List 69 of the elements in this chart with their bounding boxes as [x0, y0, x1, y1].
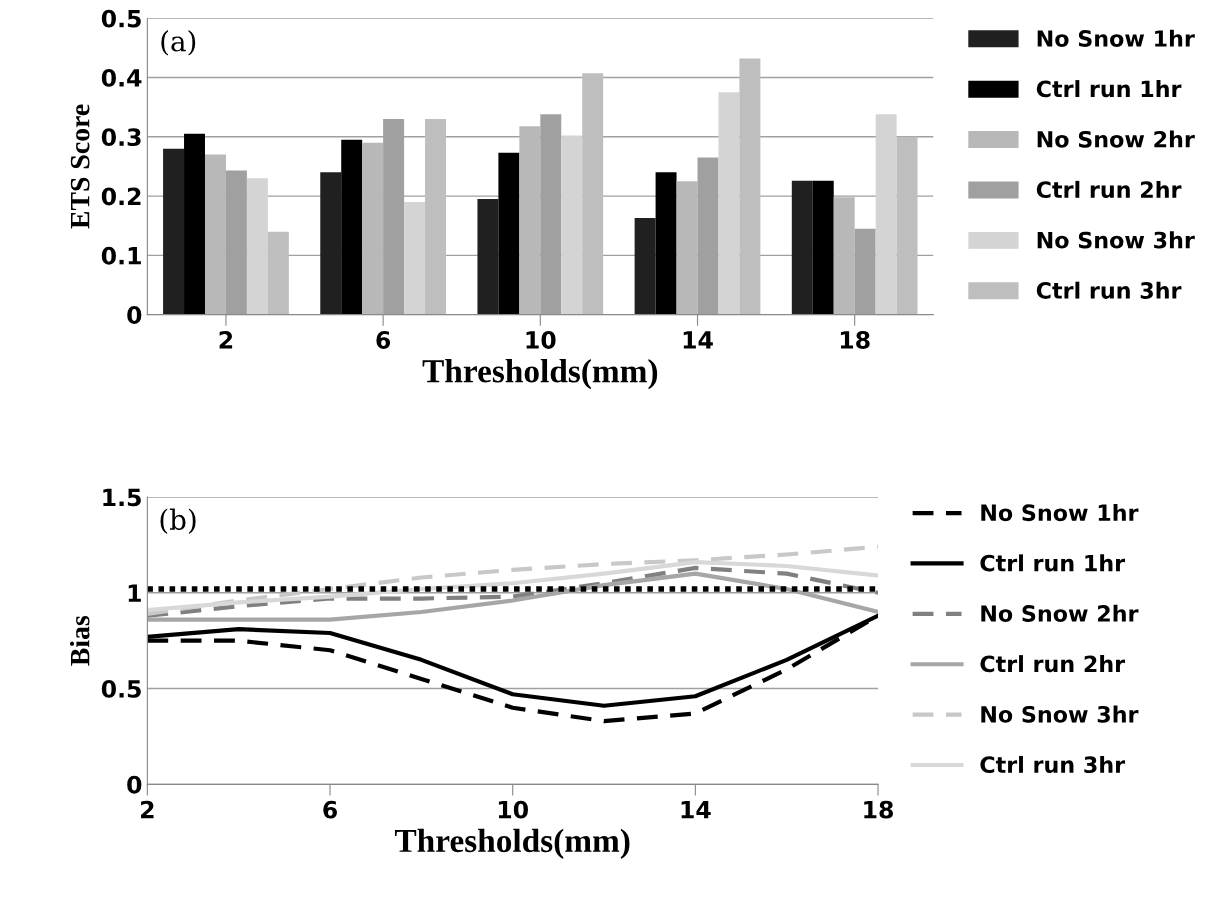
bar: [498, 152, 520, 315]
bar: [634, 218, 656, 315]
y-tick-label: 0: [127, 775, 142, 794]
bar: [341, 139, 363, 315]
y-tick-label: 1.5: [103, 488, 141, 507]
bar: [163, 148, 185, 315]
y-tick-label: 0.4: [101, 68, 142, 87]
bar: [540, 114, 562, 315]
bar: [739, 58, 761, 315]
bar: [425, 119, 447, 315]
y-tick-label: 0.5: [101, 680, 141, 698]
bar: [561, 135, 583, 315]
annotation: (a): [161, 30, 196, 56]
bar: [896, 136, 918, 315]
x-tick-label: 14: [683, 331, 713, 349]
annotation: (b): [160, 508, 196, 534]
bar: [519, 126, 541, 315]
bar: [204, 154, 226, 315]
legend-label: No Snow 2hr: [981, 604, 1139, 622]
bar: [267, 231, 289, 315]
bar: [184, 133, 205, 315]
legend-label: No Snow 3hr: [981, 705, 1139, 723]
legend-label: Ctrl run 2hr: [980, 655, 1126, 673]
bar: [875, 114, 897, 315]
y-tick-label: 0.3: [101, 128, 141, 147]
y-tick-label: 0: [127, 306, 142, 324]
legend-label: No Snow 1hr: [1037, 29, 1195, 47]
legend-label: Ctrl run 3hr: [1036, 281, 1182, 299]
bar: [697, 157, 719, 315]
x-tick-label: 10: [526, 331, 556, 349]
bar: [582, 73, 604, 315]
y-axis-title: ETS Score: [70, 104, 90, 229]
y-tick-label: 0.2: [101, 187, 141, 206]
x-tick-label: 6: [323, 800, 337, 819]
bar: [676, 181, 698, 315]
bar: [791, 180, 813, 315]
legend-label: No Snow 2hr: [1037, 130, 1195, 148]
x-tick-label: 18: [864, 800, 893, 819]
bar: [404, 202, 426, 315]
x-axis-title: Thresholds(mm): [394, 828, 630, 859]
line-series: [147, 571, 879, 622]
bar: [477, 199, 499, 315]
bar: [362, 142, 384, 315]
legend-label: No Snow 1hr: [981, 503, 1139, 522]
y-tick-label: 0.1: [101, 246, 141, 265]
x-tick-label: 2: [219, 331, 233, 349]
line-series: [147, 544, 879, 616]
x-tick-label: 2: [141, 800, 154, 819]
legend-label: Ctrl run 1hr: [980, 554, 1126, 572]
x-tick-label: 18: [840, 331, 870, 349]
x-tick-label: 14: [681, 801, 711, 819]
legend-label: Ctrl run 1hr: [1036, 80, 1182, 98]
y-axis-title: Bias: [69, 615, 90, 666]
y-tick-label: 1: [128, 584, 141, 602]
bar: [718, 92, 740, 315]
legend-label: Ctrl run 3hr: [980, 755, 1126, 774]
x-tick-label: 6: [376, 331, 391, 349]
bar: [812, 180, 834, 315]
x-axis-title: Thresholds(mm): [422, 359, 658, 390]
bar: [225, 170, 247, 315]
bar: [246, 178, 268, 315]
bar: [854, 228, 876, 315]
legend-label: No Snow 3hr: [1037, 231, 1195, 249]
x-tick-label: 10: [498, 800, 528, 819]
bar: [320, 172, 342, 315]
y-tick-label: 0.5: [101, 9, 141, 28]
bar: [833, 197, 855, 315]
bar: [655, 172, 677, 315]
legend-label: Ctrl run 2hr: [1036, 180, 1182, 199]
